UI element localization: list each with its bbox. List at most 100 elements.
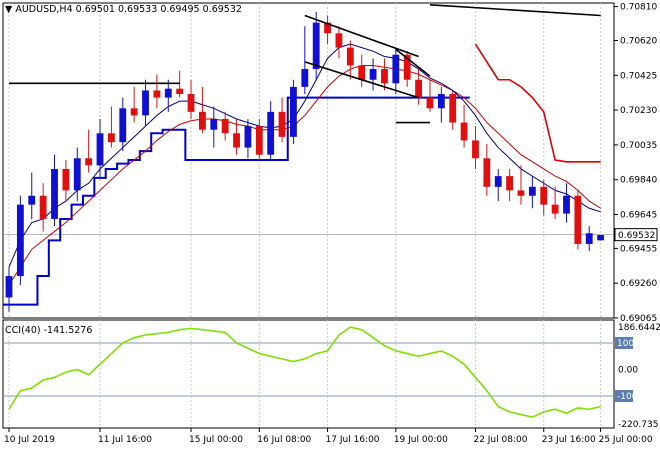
candle-body — [324, 22, 331, 34]
candle-body — [142, 90, 149, 116]
symbol-header: ▼ AUDUSD,H4 0.69501 0.69533 0.69495 0.69… — [5, 4, 242, 15]
time-tick-label: 25 Jul 00:00 — [599, 435, 653, 445]
candle-body — [335, 33, 343, 48]
candle-body — [563, 195, 570, 214]
time-tick-label: 19 Jul 00:00 — [394, 435, 448, 445]
collapse-arrow-icon[interactable]: ▼ — [5, 4, 13, 15]
candle-body — [28, 195, 36, 205]
candle-body — [483, 158, 491, 187]
cci-value: -141.5276 — [43, 325, 93, 336]
candle-body — [449, 94, 457, 123]
price-tick-label: 0.69840 — [620, 176, 657, 186]
time-tick-label: 11 Jul 16:00 — [98, 435, 152, 445]
time-tick-label: 23 Jul 16:00 — [542, 435, 596, 445]
trendline — [304, 14, 419, 58]
candle-body — [267, 111, 275, 155]
cci-tick-label: -100 — [617, 392, 638, 402]
channel-upper-line — [474, 43, 601, 163]
candle-body — [369, 69, 377, 80]
price-tick-label: 0.70230 — [620, 106, 657, 116]
candle-body — [221, 119, 229, 134]
candle-body — [51, 168, 58, 219]
cci-tick-label: 0.00 — [618, 365, 638, 375]
candle-body — [290, 86, 297, 137]
cci-tick-label: 186.6442 — [618, 323, 660, 333]
candle-body — [540, 186, 548, 205]
price-tick-label: 0.70035 — [620, 141, 657, 151]
time-tick-label: 17 Jul 16:00 — [326, 435, 380, 445]
time-tick-label: 22 Jul 08:00 — [473, 435, 527, 445]
cci-panel-frame — [2, 319, 615, 429]
candle-body — [130, 108, 138, 116]
trendline — [304, 61, 419, 99]
cci-level-badge — [615, 389, 633, 402]
ema-slow-line — [8, 64, 601, 286]
candle-body — [585, 233, 593, 244]
time-tick-label: 16 Jul 08:00 — [257, 435, 311, 445]
candle-body — [153, 90, 161, 98]
candle-body — [392, 54, 400, 84]
candle-body — [107, 133, 115, 143]
candle-body — [199, 111, 206, 130]
candle-body — [39, 195, 47, 219]
cci-level-badge — [615, 336, 633, 349]
candle-body — [472, 140, 479, 159]
trendline — [395, 48, 431, 77]
candle-body — [119, 108, 127, 143]
candle-body — [494, 176, 502, 187]
candle-body — [381, 69, 388, 84]
high-value: 0.69533 — [117, 4, 158, 15]
candle-body — [233, 133, 240, 148]
candle-body — [85, 158, 93, 166]
price-tick-label: 0.69260 — [620, 279, 657, 289]
candle-body — [358, 65, 366, 80]
candle-body — [176, 88, 184, 95]
candle-body — [312, 22, 320, 70]
candle-body — [187, 94, 195, 112]
price-tick-label: 0.70425 — [620, 71, 657, 81]
low-value: 0.69495 — [160, 4, 200, 15]
candle-body — [346, 47, 354, 66]
cci-line — [8, 326, 601, 419]
candle-body — [16, 204, 24, 277]
candle-body — [301, 69, 309, 87]
candle-body — [73, 158, 81, 191]
cci-tick-label: 100 — [617, 339, 634, 349]
time-tick-label: 10 Jul 2019 — [4, 435, 55, 445]
candle-body — [426, 97, 434, 109]
price-tick-label: 0.69455 — [620, 244, 657, 254]
candle-body — [96, 133, 104, 166]
time-tick-label: 15 Jul 00:00 — [189, 435, 243, 445]
price-tick-label: 0.69645 — [620, 210, 657, 220]
candle-body — [574, 195, 582, 244]
close-value: 0.69532 — [202, 4, 242, 15]
candle-body — [506, 176, 514, 191]
trendline — [429, 3, 601, 17]
cci-tick-label: -220.735 — [618, 420, 658, 430]
cci-label: CCI(40) — [5, 325, 41, 336]
candle-body — [5, 276, 13, 298]
candle-body — [551, 204, 559, 214]
price-panel-frame — [2, 2, 615, 319]
price-tick-label: 0.69065 — [620, 314, 657, 324]
candle-body — [517, 190, 525, 196]
candle-body — [403, 54, 411, 80]
ema-fast-line — [8, 43, 601, 268]
price-tick-label: 0.70620 — [620, 36, 657, 46]
candle-body — [528, 186, 536, 196]
candle-body — [278, 111, 286, 137]
candle-body — [437, 94, 445, 109]
candle-body — [62, 168, 70, 191]
candle-body — [415, 79, 422, 98]
candle-body — [164, 88, 172, 98]
candle-body — [255, 126, 263, 155]
last-price-tag — [614, 228, 658, 242]
cci-header: CCI(40) -141.5276 — [5, 325, 92, 336]
symbol-label: AUDUSD,H4 — [15, 4, 73, 15]
candle-body — [460, 122, 468, 141]
candle-body — [597, 235, 605, 241]
candle-body — [210, 119, 218, 130]
candle-body — [244, 126, 252, 148]
open-value: 0.69501 — [75, 4, 115, 15]
